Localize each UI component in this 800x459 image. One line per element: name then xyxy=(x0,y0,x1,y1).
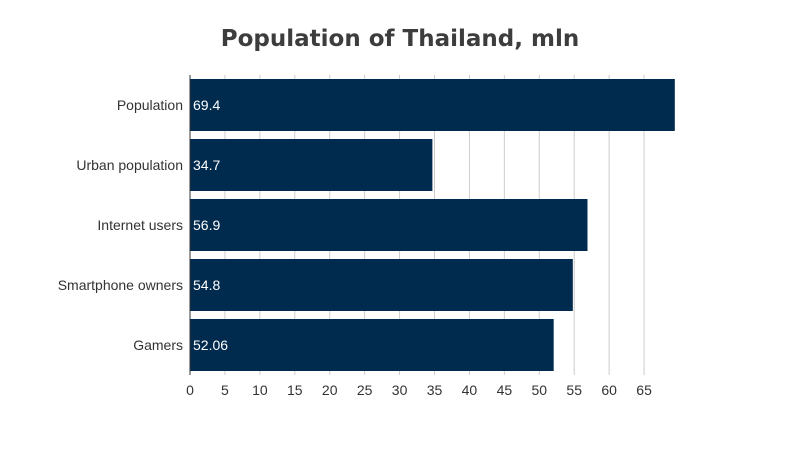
chart-title: Population of Thailand, mln xyxy=(220,26,580,52)
x-tick-label: 10 xyxy=(252,382,268,398)
data-label: 34.7 xyxy=(193,157,220,173)
x-tick-label: 45 xyxy=(497,382,513,398)
labels: 0 5 10 15 20 25 30 35 40 45 50 55 60 65 Population 69.4… xyxy=(58,97,652,398)
bars xyxy=(190,79,675,371)
category-label: Population xyxy=(117,97,183,113)
bar-gamers xyxy=(190,319,554,371)
x-tick-label: 5 xyxy=(221,382,229,398)
category-label: Urban population xyxy=(76,157,183,173)
bar-smartphone-owners xyxy=(190,259,573,311)
x-tick-label: 60 xyxy=(601,382,617,398)
x-tick-label: 40 xyxy=(462,382,478,398)
bar-urban-population xyxy=(190,139,433,191)
x-tick-label: 50 xyxy=(531,382,547,398)
category-label: Gamers xyxy=(133,337,183,353)
x-tick-label: 15 xyxy=(287,382,303,398)
category-label: Smartphone owners xyxy=(58,277,183,293)
data-label: 54.8 xyxy=(193,277,220,293)
data-label: 52.06 xyxy=(193,337,228,353)
x-tick-label: 35 xyxy=(427,382,443,398)
category-label: Internet users xyxy=(97,217,183,233)
data-label: 69.4 xyxy=(193,97,220,113)
x-tick-label: 0 xyxy=(186,382,194,398)
x-tick-label: 55 xyxy=(566,382,582,398)
x-tick-label: 25 xyxy=(357,382,373,398)
bar-population xyxy=(190,79,675,131)
bar-internet-users xyxy=(190,199,588,251)
x-tick-label: 20 xyxy=(322,382,338,398)
x-tick-label: 65 xyxy=(636,382,652,398)
data-label: 56.9 xyxy=(193,217,220,233)
x-tick-label: 30 xyxy=(392,382,408,398)
